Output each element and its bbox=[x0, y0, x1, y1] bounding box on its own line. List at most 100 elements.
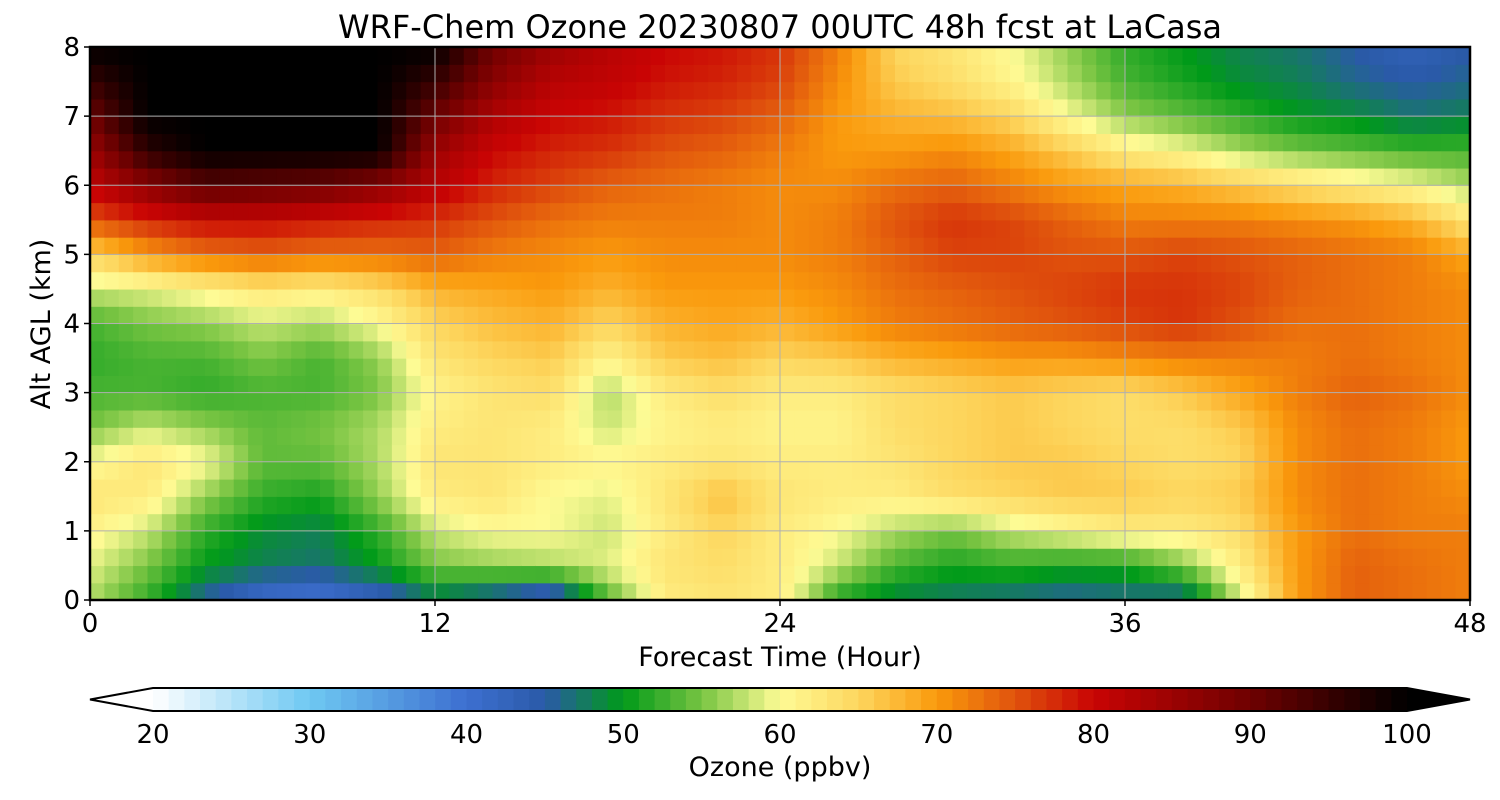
heatmap-cell bbox=[1225, 219, 1241, 238]
heatmap-cell bbox=[794, 496, 810, 515]
heatmap-cell bbox=[593, 306, 609, 325]
heatmap-cell bbox=[1240, 548, 1255, 567]
heatmap-cell bbox=[176, 81, 192, 100]
heatmap-cell bbox=[708, 237, 724, 255]
heatmap-cell bbox=[133, 219, 149, 238]
heatmap-cell bbox=[607, 185, 623, 204]
heatmap-cell bbox=[679, 461, 695, 480]
heatmap-cell bbox=[1254, 565, 1270, 584]
heatmap-cell bbox=[1426, 358, 1442, 376]
heatmap-cell bbox=[190, 47, 206, 65]
heatmap-cell bbox=[1038, 98, 1054, 117]
heatmap-cell bbox=[751, 133, 767, 152]
heatmap-cell bbox=[1398, 150, 1414, 169]
heatmap-cell bbox=[535, 271, 551, 290]
heatmap-cell bbox=[1096, 323, 1112, 342]
heatmap-cell bbox=[478, 530, 494, 549]
heatmap-cell bbox=[118, 461, 134, 480]
heatmap-cell bbox=[966, 513, 982, 532]
heatmap-cell bbox=[1139, 271, 1155, 290]
heatmap-cell bbox=[1340, 219, 1356, 238]
heatmap-cell bbox=[1125, 237, 1140, 255]
heatmap-cell bbox=[161, 358, 177, 376]
colorbar-tick-label: 90 bbox=[1234, 720, 1267, 750]
heatmap-cell bbox=[1340, 340, 1356, 359]
heatmap-cell bbox=[780, 496, 795, 515]
colorbar-cell bbox=[560, 688, 577, 711]
heatmap-cell bbox=[262, 47, 278, 65]
heatmap-cell bbox=[823, 306, 839, 325]
heatmap-cell bbox=[1240, 133, 1255, 152]
heatmap-cell bbox=[1311, 64, 1327, 83]
heatmap-cell bbox=[363, 496, 379, 515]
heatmap-cell bbox=[607, 167, 623, 186]
heatmap-cell bbox=[895, 496, 910, 515]
heatmap-cell bbox=[104, 98, 120, 117]
heatmap-cell bbox=[981, 340, 997, 359]
heatmap-cell bbox=[90, 202, 105, 221]
colorbar-cell bbox=[200, 688, 217, 711]
heatmap-cell bbox=[880, 150, 896, 169]
heatmap-cell bbox=[391, 306, 407, 325]
colorbar-cell bbox=[701, 688, 718, 711]
heatmap-cell bbox=[248, 98, 264, 117]
heatmap-cell bbox=[435, 409, 450, 428]
heatmap-cell bbox=[291, 64, 307, 83]
y-tick-label: 5 bbox=[63, 240, 80, 270]
heatmap-cell bbox=[1283, 133, 1299, 152]
heatmap-cell bbox=[693, 133, 709, 152]
heatmap-cell bbox=[233, 565, 249, 584]
heatmap-cell bbox=[837, 237, 853, 255]
heatmap-cell bbox=[262, 444, 278, 463]
heatmap-cell bbox=[492, 288, 508, 307]
heatmap-cell bbox=[895, 548, 910, 567]
heatmap-cell bbox=[233, 409, 249, 428]
heatmap-cell bbox=[1254, 548, 1270, 567]
heatmap-cell bbox=[650, 513, 666, 532]
heatmap-cell bbox=[248, 306, 264, 325]
heatmap-cell bbox=[1455, 375, 1471, 394]
heatmap-cell bbox=[449, 548, 465, 567]
heatmap-cell bbox=[736, 496, 752, 515]
heatmap-cell bbox=[435, 64, 450, 83]
heatmap-cell bbox=[262, 513, 278, 532]
heatmap-cell bbox=[363, 306, 379, 325]
heatmap-cell bbox=[1125, 271, 1140, 290]
heatmap-cell bbox=[808, 565, 824, 584]
heatmap-cell bbox=[320, 47, 335, 65]
heatmap-cell bbox=[1240, 323, 1255, 342]
heatmap-cell bbox=[780, 202, 795, 221]
heatmap-cell bbox=[679, 64, 695, 83]
heatmap-cell bbox=[147, 116, 163, 135]
heatmap-cell bbox=[880, 513, 896, 532]
heatmap-cell bbox=[291, 409, 307, 428]
heatmap-cell bbox=[1297, 513, 1313, 532]
heatmap-cell bbox=[305, 133, 321, 152]
heatmap-cell bbox=[938, 306, 954, 325]
heatmap-cell bbox=[578, 116, 594, 135]
heatmap-cell bbox=[1398, 530, 1414, 549]
heatmap-cell bbox=[492, 444, 508, 463]
heatmap-cell bbox=[521, 392, 537, 411]
heatmap-cell bbox=[1125, 116, 1140, 135]
heatmap-cell bbox=[320, 479, 335, 497]
heatmap-cell bbox=[621, 202, 637, 221]
heatmap-cell bbox=[938, 461, 954, 480]
heatmap-cell bbox=[233, 133, 249, 152]
heatmap-cell bbox=[1153, 202, 1169, 221]
heatmap-cell bbox=[1139, 496, 1155, 515]
heatmap-cell bbox=[90, 237, 105, 255]
colorbar-cell bbox=[262, 688, 279, 711]
heatmap-cell bbox=[1110, 548, 1126, 567]
heatmap-cell bbox=[1369, 202, 1385, 221]
heatmap-cell bbox=[1196, 185, 1212, 204]
heatmap-cell bbox=[1110, 565, 1126, 584]
heatmap-cell bbox=[161, 202, 177, 221]
heatmap-cell bbox=[90, 340, 105, 359]
heatmap-cell bbox=[909, 358, 925, 376]
heatmap-cell bbox=[650, 392, 666, 411]
heatmap-cell bbox=[205, 427, 220, 446]
heatmap-cell bbox=[1326, 409, 1342, 428]
heatmap-cell bbox=[90, 530, 105, 549]
heatmap-cell bbox=[780, 133, 795, 152]
